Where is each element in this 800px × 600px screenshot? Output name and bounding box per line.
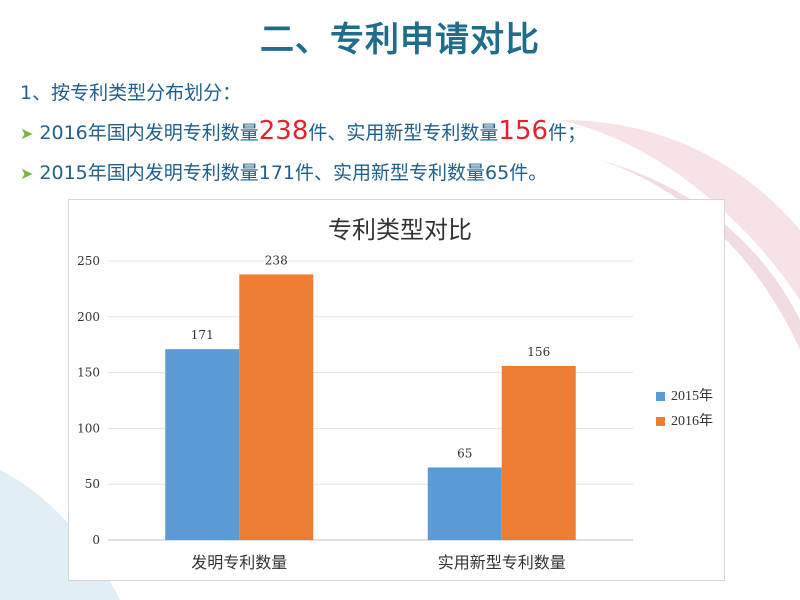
bar-2015年-实用新型专利数量 — [427, 467, 502, 540]
x-category-label: 实用新型专利数量 — [437, 553, 566, 572]
legend-swatch-2015 — [656, 392, 665, 402]
bullet-2015: ➤ 2015年国内发明专利数量171件、实用新型专利数量65件。 — [20, 158, 547, 185]
x-category-label: 发明专利数量 — [191, 553, 288, 572]
y-tick-label: 50 — [85, 477, 100, 491]
y-tick-label: 0 — [92, 533, 100, 547]
bullet2-text: 2015年国内发明专利数量171件、实用新型专利数量65件。 — [39, 162, 548, 184]
legend-label-2016: 2016年 — [671, 414, 713, 429]
legend-item-2016: 2016年 — [656, 410, 713, 430]
bullet-arrow-icon: ➤ — [20, 124, 34, 143]
bar-2016年-实用新型专利数量 — [501, 365, 576, 540]
y-tick-label: 150 — [77, 366, 100, 380]
slide-title: 二、专利申请对比 — [260, 20, 540, 60]
bullet1-mid: 件、实用新型专利数量 — [308, 122, 499, 144]
bar-2016年-发明专利数量 — [239, 274, 314, 540]
y-tick-label: 100 — [77, 421, 100, 435]
y-tick-label: 250 — [77, 254, 100, 268]
bullet1-prefix: 2016年国内发明专利数量 — [39, 122, 259, 144]
data-label: 238 — [265, 253, 288, 267]
bullet1-suffix: 件； — [548, 122, 587, 144]
data-label: 171 — [191, 328, 214, 342]
data-label: 65 — [457, 446, 472, 460]
data-label: 156 — [527, 345, 550, 359]
bullet1-num1: 238 — [258, 116, 309, 146]
legend-swatch-2016 — [656, 417, 665, 427]
legend-item-2015: 2015年 — [656, 385, 713, 405]
subtitle: 1、按专利类型分布划分： — [20, 82, 242, 104]
y-tick-label: 200 — [77, 310, 100, 324]
bullet-2016: ➤ 2016年国内发明专利数量238件、实用新型专利数量156件； — [20, 116, 586, 146]
legend-label-2015: 2015年 — [671, 389, 713, 404]
bullet-arrow-icon: ➤ — [20, 164, 34, 183]
bar-2015年-发明专利数量 — [165, 349, 240, 540]
bullet1-num2: 156 — [498, 116, 549, 146]
